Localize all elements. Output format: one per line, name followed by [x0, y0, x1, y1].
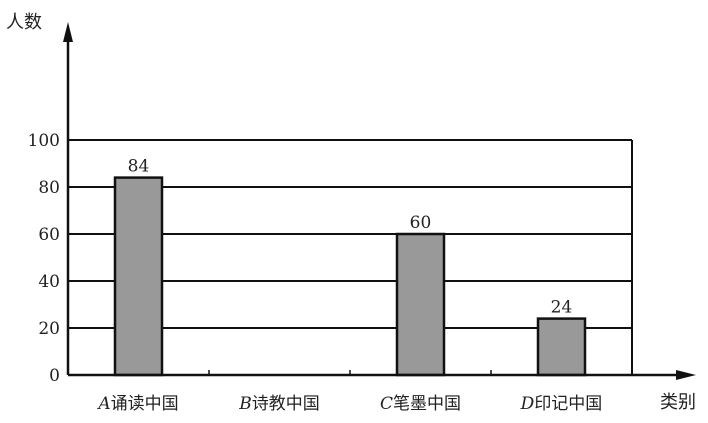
data-label: 60	[410, 213, 432, 233]
x-axis-label: 类别	[660, 392, 696, 413]
y-tick-label: 100	[28, 131, 60, 151]
y-tick-label: 60	[38, 225, 60, 245]
data-label: 24	[551, 298, 573, 318]
x-tick-label: A诵读中国	[96, 394, 178, 414]
x-tick-label: B诗教中国	[238, 394, 320, 414]
bars	[113, 176, 587, 377]
x-tick-label: C笔墨中国	[380, 394, 461, 414]
y-tick-label: 0	[49, 366, 60, 386]
y-tick-label: 40	[38, 272, 60, 292]
bar	[113, 176, 164, 377]
category-name: 笔墨中国	[393, 394, 461, 414]
category-letter: D	[520, 394, 535, 414]
category-letter: B	[238, 394, 252, 414]
labels: 0 20 40 60 80 100 84 A诵读中国 B诗教中国 60 C笔墨中国 24 D印记中国	[28, 131, 603, 414]
x-axis-arrow-icon	[676, 370, 696, 380]
data-label: 84	[128, 157, 150, 177]
y-axis-arrow-icon	[63, 22, 73, 42]
bar	[395, 232, 446, 377]
axes	[63, 22, 696, 380]
category-name: 印记中国	[534, 394, 602, 414]
bar	[536, 317, 587, 377]
y-tick-label: 80	[38, 178, 60, 198]
category-name: 诗教中国	[252, 394, 320, 414]
y-tick-label: 20	[38, 319, 60, 339]
y-axis-label: 人数	[6, 12, 42, 33]
category-letter: A	[96, 394, 110, 414]
x-tick-label: D印记中国	[520, 394, 603, 414]
category-name: 诵读中国	[111, 394, 179, 414]
category-letter: C	[380, 394, 393, 414]
